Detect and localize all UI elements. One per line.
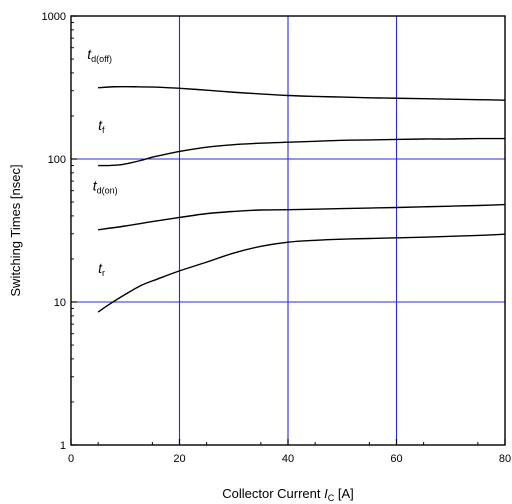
series-line-td(on)	[98, 203, 506, 231]
x-axis-title-subscript: C	[328, 493, 335, 503]
series-label-tf: tf	[98, 117, 105, 135]
x-tick-label: 80	[499, 453, 511, 465]
x-axis-title-suffix: [A]	[334, 486, 354, 501]
grid-lines	[71, 16, 505, 445]
x-tick-label: 20	[173, 453, 185, 465]
series-label-td(on): td(on)	[93, 178, 118, 196]
y-tick-label: 100	[48, 154, 66, 166]
x-tick-label: 0	[68, 453, 74, 465]
series-line-tf	[98, 137, 506, 167]
y-tick-label: 10	[54, 297, 66, 309]
y-tick-label: 1000	[42, 11, 66, 23]
series-label-td(off): td(off)	[87, 46, 112, 64]
data-curves	[97, 85, 506, 313]
axis-ticks: 0 20 40 60 80 1 10 100 1000	[42, 11, 512, 465]
y-axis-title: Switching Times [nsec]	[8, 164, 23, 296]
x-tick-label: 40	[282, 453, 294, 465]
x-axis-title: Collector Current IC [A]	[222, 486, 354, 503]
y-tick-label: 1	[60, 440, 66, 452]
series-label-tr: tr	[98, 260, 105, 278]
x-axis-title-symbol: I	[324, 486, 328, 501]
curve-labels: td(off) tf td(on) tr	[87, 46, 117, 278]
series-line-tr	[97, 233, 506, 313]
series-line-td(off)	[98, 85, 506, 101]
x-axis-title-prefix: Collector Current	[222, 486, 324, 501]
x-tick-label: 60	[390, 453, 402, 465]
